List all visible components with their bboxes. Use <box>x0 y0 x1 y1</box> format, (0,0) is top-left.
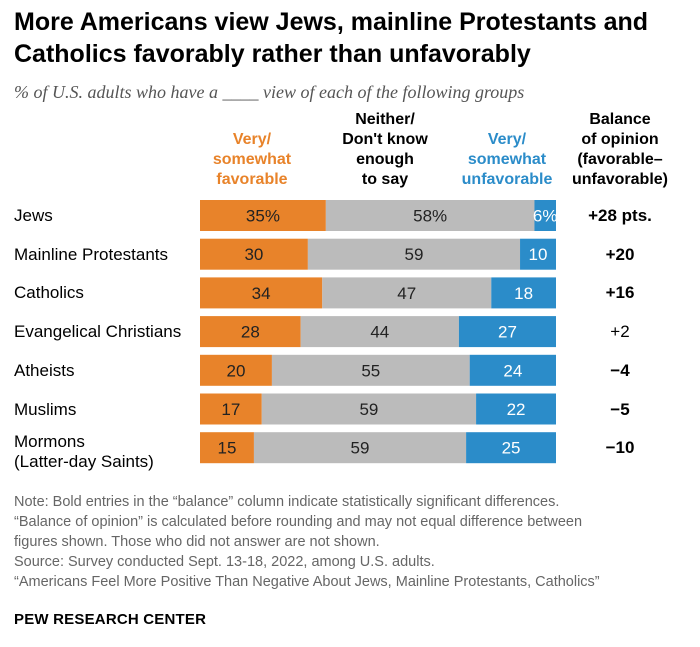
header-unfavorable-line: Very/ <box>487 131 527 148</box>
category-label-line: (Latter-day Saints) <box>14 452 154 472</box>
bar-label-favorable: 28 <box>241 323 260 342</box>
header-unfavorable-line: unfavorable <box>461 171 553 188</box>
bar-label-favorable: 17 <box>221 400 240 419</box>
category-label: Mainline Protestants <box>14 245 168 265</box>
note-line: “Balance of opinion” is calculated befor… <box>14 514 583 530</box>
header-neither-line: to say <box>361 171 409 188</box>
bar-label-unfavorable: 24 <box>503 361 522 380</box>
bar-label-favorable: 35% <box>246 207 280 226</box>
bar-label-unfavorable: 18 <box>514 284 533 303</box>
source-line: Source: Survey conducted Sept. 13-18, 20… <box>14 554 435 570</box>
category-label-line: Mainline Protestants <box>14 244 169 264</box>
balance-value: +28 pts. <box>588 206 652 225</box>
bar-label-unfavorable: 27 <box>498 323 517 342</box>
title-line-1: More Americans view Jews, mainline Prote… <box>14 8 649 36</box>
report-title-line: “Americans Feel More Positive Than Negat… <box>14 574 600 590</box>
bar-neither <box>261 393 477 425</box>
bar-label-neither: 59 <box>359 400 378 419</box>
bar-neither <box>322 277 492 309</box>
category-label: Mormons (Latter-day Saints) <box>14 432 154 472</box>
balance-value: +20 <box>605 244 635 264</box>
title-line-2: Catholics favorably rather than unfavora… <box>14 40 531 68</box>
category-label: Atheists <box>14 361 74 381</box>
category-label: Catholics <box>14 283 84 303</box>
category-label-line: Mormons <box>14 432 85 452</box>
bar-neither <box>325 200 535 231</box>
category-label: Jews <box>14 206 53 226</box>
header-favorable-line: somewhat <box>212 151 292 168</box>
balance-value: −10 <box>605 438 635 458</box>
bar-unfavorable <box>466 432 556 464</box>
bar-label-neither: 44 <box>370 323 389 342</box>
bar-neither <box>271 354 470 386</box>
bar-label-neither: 47 <box>397 284 416 303</box>
header-neither-line: Neither/ <box>355 111 415 128</box>
header-balance-line: unfavorable) <box>571 171 668 188</box>
bar-neither <box>300 316 459 348</box>
bar-favorable <box>200 277 323 309</box>
pew-logo-text: PEW RESEARCH CENTER <box>14 611 207 628</box>
bar-unfavorable <box>469 354 556 386</box>
header-neither-line: enough <box>356 151 414 168</box>
bar-label-unfavorable: 25 <box>502 439 521 458</box>
bar-label-neither: 59 <box>404 245 423 264</box>
bar-label-favorable: 30 <box>244 245 263 264</box>
bar-favorable <box>200 354 272 386</box>
bar-favorable <box>200 200 326 231</box>
bar-label-neither: 55 <box>361 361 380 380</box>
balance-value: −5 <box>610 399 630 419</box>
header-balance: Balance of opinion (favorable– unfavorab… <box>560 110 680 190</box>
header-favorable-line: Very/ <box>232 131 272 148</box>
header-balance-line: of opinion <box>581 131 659 148</box>
balance-value: +16 <box>605 283 635 303</box>
bar-favorable <box>200 316 301 348</box>
chart-subtitle: % of U.S. adults who have a ____ view of… <box>14 82 525 102</box>
bar-favorable <box>200 393 262 425</box>
bar-unfavorable <box>476 393 556 425</box>
category-label-line: Catholics <box>14 283 84 303</box>
note-line: Note: Bold entries in the “balance” colu… <box>14 494 560 510</box>
bar-unfavorable <box>491 277 556 309</box>
bar-label-favorable: 15 <box>218 439 237 458</box>
category-label-line: Jews <box>14 206 53 225</box>
chart-title: More Americans view Jews, mainline Prote… <box>14 6 694 70</box>
category-label-line: Atheists <box>14 360 75 380</box>
bar-label-unfavorable: 22 <box>507 400 526 419</box>
notes-block: Note: Bold entries in the “balance” colu… <box>14 492 694 592</box>
stacked-bar-chart: 35% 58% 6% 30 59 10 34 47 18 28 44 27 20 55 24 17 59 22 15… <box>200 200 558 464</box>
header-unfavorable: Very/ somewhat unfavorable <box>447 130 567 190</box>
category-label: Muslims <box>14 400 76 420</box>
header-balance-line: Balance <box>589 111 651 128</box>
bar-favorable <box>200 238 308 270</box>
bar-label-neither: 59 <box>351 439 370 458</box>
bar-neither <box>307 238 521 270</box>
header-neither-line: Don't know <box>342 131 428 148</box>
bar-label-neither: 58% <box>413 207 447 226</box>
header-favorable-line: favorable <box>216 171 288 188</box>
category-label-line: Muslims <box>14 399 77 419</box>
bar-label-unfavorable: 10 <box>529 245 548 264</box>
bar-label-unfavorable: 6% <box>533 207 558 226</box>
bar-label-favorable: 34 <box>252 284 271 303</box>
bar-unfavorable <box>458 316 556 348</box>
category-label: Evangelical Christians <box>14 322 181 342</box>
balance-value: +2 <box>610 322 630 342</box>
header-balance-line: (favorable– <box>577 151 663 168</box>
note-line: figures shown. Those who did not answer … <box>14 534 380 550</box>
header-favorable: Very/ somewhat favorable <box>192 130 312 190</box>
balance-value: −4 <box>610 360 630 380</box>
bar-favorable <box>200 432 254 464</box>
bar-unfavorable <box>534 200 556 231</box>
header-neither: Neither/ Don't know enough to say <box>325 110 445 190</box>
bar-neither <box>253 432 467 464</box>
bar-label-favorable: 20 <box>226 361 245 380</box>
category-label-line: Evangelical Christians <box>14 322 182 342</box>
header-unfavorable-line: somewhat <box>467 151 547 168</box>
bar-unfavorable <box>520 238 556 270</box>
